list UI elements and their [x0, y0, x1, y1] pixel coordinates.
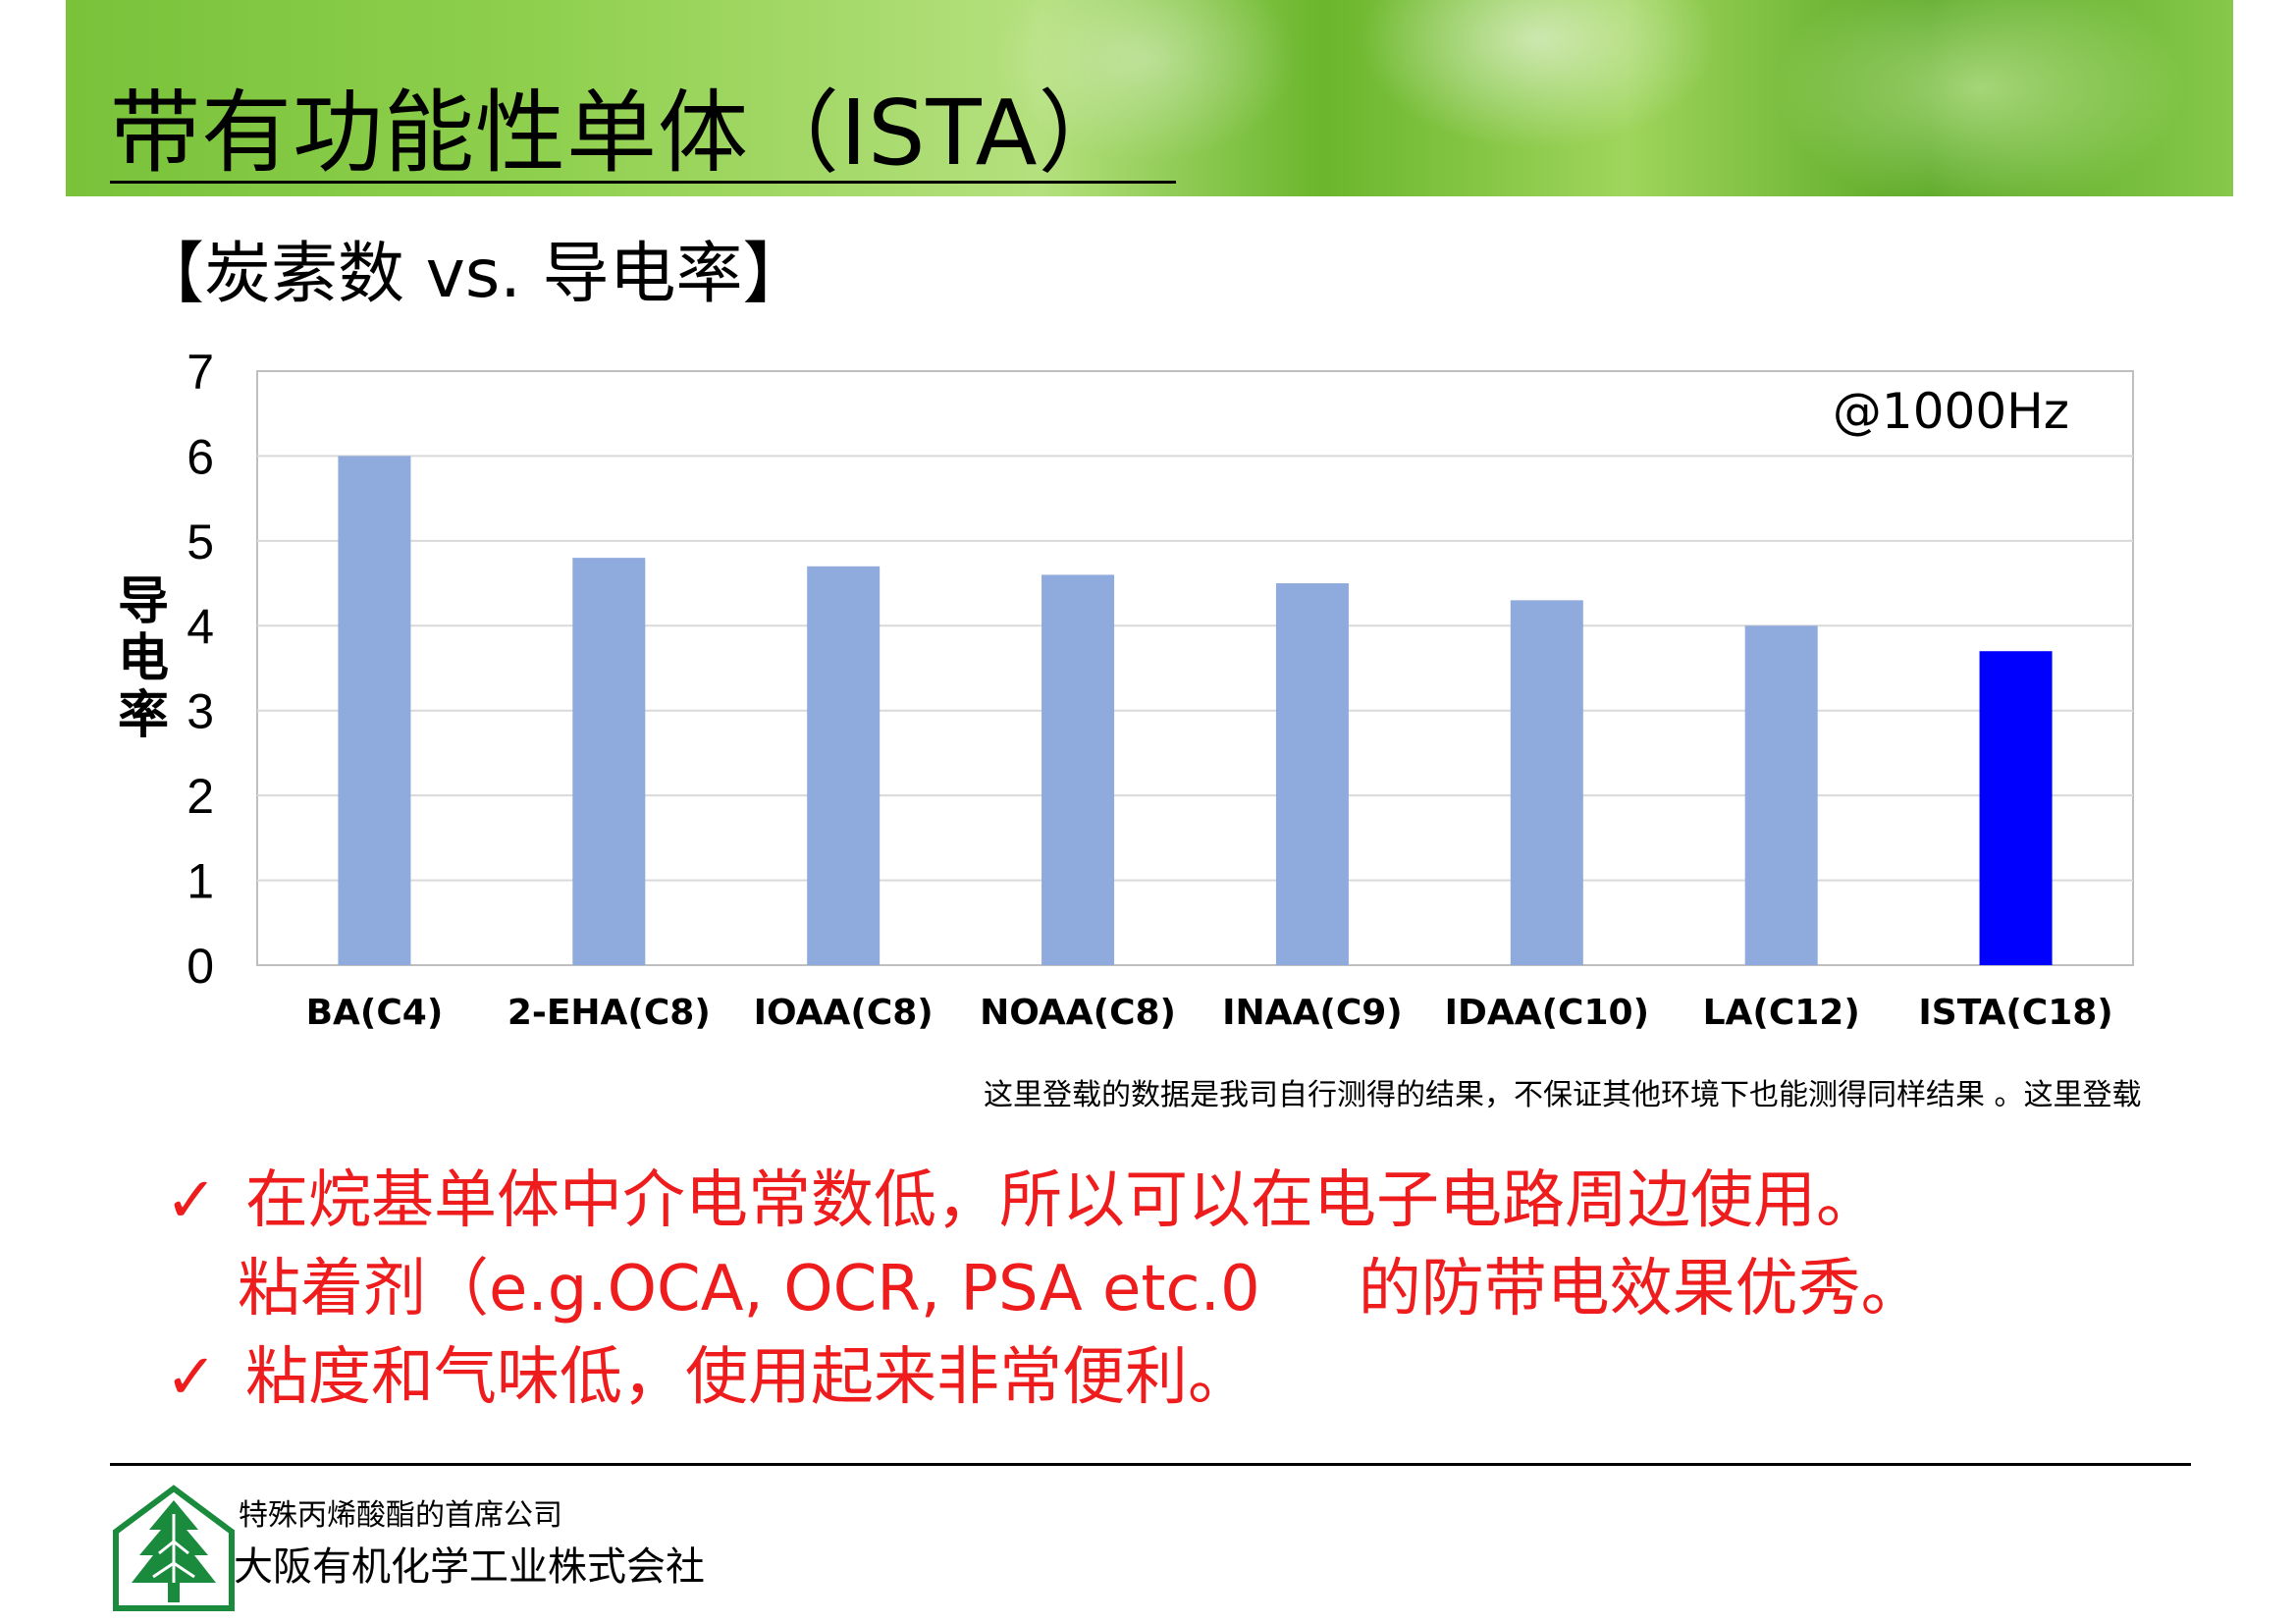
disclaimer-note: 这里登载的数据是我司自行测得的结果，不保证其他环境下也能测得同样结果 。这里登载: [984, 1078, 2142, 1112]
bullet-item-1-continued: 粘着剂（e.g.OCA, OCR, PSA etc.0 的防带电效果优秀。: [165, 1245, 2148, 1333]
chart-subtitle: 【炭素数 vs. 导电率】: [137, 236, 810, 313]
bullet-item-2: ✓ 粘度和气味低，使用起来非常便利。: [165, 1333, 2148, 1422]
y-tick-label: 6: [187, 429, 214, 484]
bar-ba-c4: [338, 456, 411, 965]
x-tick-label: IOAA(C8): [754, 993, 934, 1033]
x-tick-label: IDAA(C10): [1445, 993, 1649, 1033]
y-tick-label: 0: [187, 939, 214, 994]
bullet-item-1: ✓ 在烷基单体中介电常数低，所以可以在电子电路周边使用。: [165, 1157, 2148, 1245]
bullet-text-2b: 的防带电效果优秀。: [1358, 1253, 1924, 1325]
frequency-annotation: @1000Hz: [1833, 383, 2069, 440]
tree-logo-icon: [113, 1485, 235, 1611]
bar-ista-c18: [1979, 651, 2053, 965]
page-title: 带有功能性单体（ISTA）: [110, 81, 1130, 186]
bar-inaa-c9: [1275, 583, 1349, 965]
bar-noaa-c8: [1041, 574, 1115, 965]
x-tick-label: ISTA(C18): [1918, 993, 2112, 1033]
bar-idaa-c10: [1510, 600, 1583, 965]
bar-la-c12: [1744, 625, 1818, 965]
y-tick-label: 3: [187, 684, 214, 739]
y-tick-label: 2: [187, 769, 214, 824]
plot-area: [256, 370, 2134, 966]
x-tick-label: BA(C4): [306, 993, 444, 1033]
footer-divider: [110, 1463, 2191, 1466]
y-tick-label: 1: [187, 854, 214, 909]
bar-2-eha-c8: [572, 558, 646, 965]
title-underline: [110, 181, 1176, 184]
check-icon: ✓: [165, 1164, 218, 1237]
y-tick-label: 5: [187, 514, 214, 569]
conductivity-bar-chart: 0 1 2 3 4 5 6 7 导电率 BA(C4) 2-EHA(C8) IOAA(C8) NOAA(C…: [118, 345, 2134, 1033]
y-axis-label-char: 率: [118, 686, 169, 745]
check-icon: ✓: [165, 1341, 218, 1414]
x-tick-label: LA(C12): [1703, 993, 1860, 1033]
header-banner: [66, 0, 2233, 196]
bar-ioaa-c8: [807, 566, 881, 965]
bullet-text-1: 在烷基单体中介电常数低，所以可以在电子电路周边使用。: [245, 1164, 1879, 1237]
feature-bullets: ✓ 在烷基单体中介电常数低，所以可以在电子电路周边使用。 粘着剂（e.g.OCA,…: [165, 1157, 2148, 1422]
bullet-text-3: 粘度和气味低，使用起来非常便利。: [245, 1341, 1251, 1414]
company-name: 大阪有机化学工业株式会社: [234, 1544, 705, 1590]
y-tick-label: 4: [187, 599, 214, 654]
x-tick-label: NOAA(C8): [980, 993, 1176, 1033]
y-axis-label-char: 导: [118, 572, 169, 631]
x-tick-label: INAA(C9): [1222, 993, 1403, 1033]
y-tick-label: 7: [187, 345, 214, 400]
bullet-text-2a: 粘着剂（e.g.OCA, OCR, PSA etc.0: [238, 1253, 1260, 1325]
x-tick-label: 2-EHA(C8): [507, 993, 711, 1033]
y-axis-label-char: 电: [118, 629, 169, 688]
company-tagline: 特殊丙烯酸酯的首席公司: [239, 1498, 562, 1533]
